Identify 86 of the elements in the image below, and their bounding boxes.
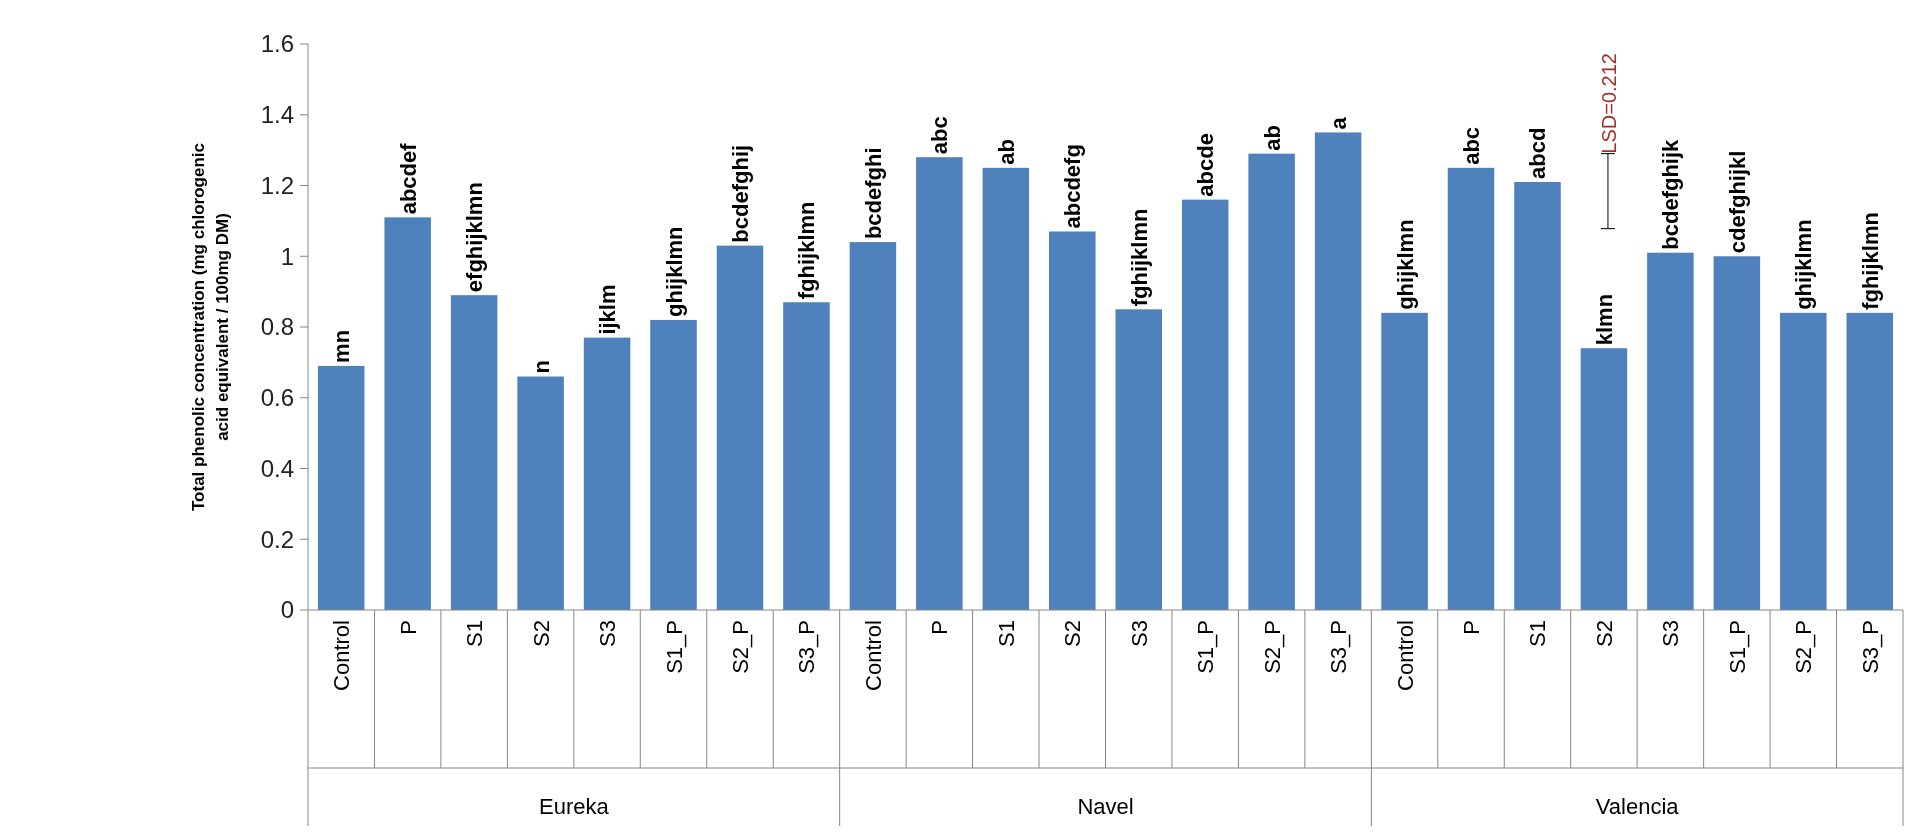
x-tick-label: S3_P	[1326, 620, 1352, 674]
bar	[916, 157, 963, 610]
data-label: bcdefghij	[727, 144, 753, 243]
bar	[783, 302, 830, 610]
x-tick-label: S1_P	[1193, 620, 1219, 674]
bar	[849, 242, 897, 610]
x-tick-label: S3_P	[1857, 620, 1883, 674]
data-label: fghijklmn	[794, 201, 820, 300]
data-label: n	[528, 360, 554, 374]
bar	[1115, 309, 1162, 610]
x-tick-label: S2	[1591, 620, 1617, 647]
x-tick-label: S1	[1525, 620, 1551, 647]
annotation: LSD=0.212	[1597, 53, 1620, 154]
y-axis-title: Total phenolic concentration (mg chlorogenic acid equivalent / 100mg DM)	[189, 142, 232, 512]
x-tick-label: S2_P	[727, 620, 753, 674]
y-tick-label: 0.4	[260, 454, 294, 482]
bar	[1381, 312, 1428, 610]
data-label: abcde	[1193, 133, 1219, 197]
text: Navel	[1077, 794, 1134, 819]
y-tick-label: 0.2	[260, 525, 294, 553]
x-tick-label: S2	[528, 620, 554, 647]
y-tick-label: 1.2	[260, 171, 294, 199]
data-label: ghijklmn	[1791, 219, 1817, 310]
x-tick-label: S3_P	[794, 620, 820, 674]
data-label: mn	[329, 329, 355, 363]
x-tick-label: S2	[1060, 620, 1086, 647]
y-tick-label: 0.8	[260, 313, 294, 341]
bar	[1580, 348, 1628, 610]
x-tick-label: Control	[860, 620, 886, 691]
bar	[1713, 256, 1761, 610]
y-tick-label: 1.4	[260, 101, 294, 129]
data-label: abc	[1459, 126, 1485, 165]
x-tick-label: P	[395, 620, 421, 635]
data-label: bcdefghijk	[1658, 138, 1684, 250]
x-tick-label: S1	[462, 620, 488, 647]
text: Eureka	[538, 794, 610, 819]
data-label: ghijklmn	[1392, 219, 1418, 310]
bar	[1181, 199, 1229, 610]
data-label: ab	[993, 139, 1019, 165]
x-tick-label: P	[927, 620, 953, 635]
data-label: ghijklmn	[661, 226, 687, 317]
x-tick-label: S2_P	[1791, 620, 1817, 674]
x-tick-label: S3	[1658, 620, 1684, 647]
bar	[517, 376, 564, 610]
bar	[1780, 312, 1827, 610]
x-tick-label: Control	[1392, 620, 1418, 691]
bar	[317, 365, 365, 610]
y-tick-label: 0.6	[260, 384, 294, 412]
y-tick-label: 1.6	[260, 30, 294, 58]
x-tick-label: S2_P	[1259, 620, 1285, 674]
bar	[1248, 153, 1295, 610]
x-tick-label: P	[1459, 620, 1485, 635]
data-label: fghijklmn	[1126, 208, 1152, 307]
bar	[650, 319, 697, 610]
bar	[450, 295, 498, 610]
data-label: abc	[927, 116, 953, 155]
bar	[982, 167, 1030, 610]
x-tick-label: S3	[1126, 620, 1152, 647]
data-label: abcdefg	[1060, 144, 1086, 229]
bar	[384, 217, 431, 610]
bar	[1514, 181, 1561, 610]
data-label: abcdef	[395, 142, 421, 215]
bar	[716, 245, 764, 610]
x-tick-label: S1	[993, 620, 1019, 647]
data-label: efghijklmn	[462, 182, 488, 293]
x-tick-label: S3	[595, 620, 621, 647]
x-tick-label: S1_P	[661, 620, 687, 674]
bar	[583, 337, 631, 610]
bar	[1647, 252, 1694, 610]
data-label: a	[1326, 116, 1352, 130]
data-label: bcdefghi	[860, 147, 886, 240]
data-label: fghijklmn	[1857, 212, 1883, 310]
data-label: klmn	[1591, 293, 1617, 346]
x-tick-label: S1_P	[1724, 620, 1750, 674]
bar	[1447, 167, 1495, 610]
x-tick-label: Control	[329, 620, 355, 691]
bar	[1314, 132, 1362, 610]
data-label: cdefghijkl	[1724, 150, 1750, 254]
text: Valencia	[1595, 794, 1680, 819]
data-label: abcd	[1525, 127, 1551, 179]
data-label: ab	[1259, 124, 1285, 151]
bar	[1846, 312, 1894, 610]
bar	[1049, 231, 1096, 610]
y-tick-label: 1	[280, 242, 294, 270]
data-label: ijklm	[595, 284, 621, 335]
y-tick-label: 0	[280, 596, 294, 624]
